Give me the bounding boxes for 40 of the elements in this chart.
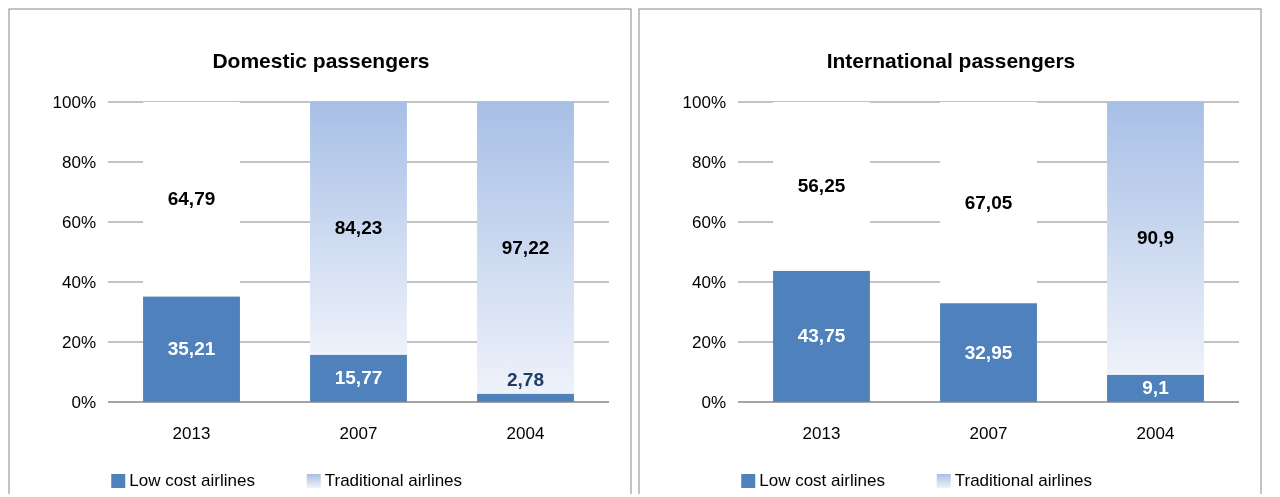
data-label: 15,77 <box>334 367 383 389</box>
x-tick-label: 2007 <box>969 424 1008 443</box>
data-label: 84,23 <box>334 217 383 239</box>
data-label: 35,21 <box>167 338 216 360</box>
y-tick-label: 20% <box>61 333 96 352</box>
data-label: 56,25 <box>797 175 846 197</box>
chart-title: Domestic passengers <box>212 49 430 72</box>
y-tick-label: 20% <box>691 333 726 352</box>
bar <box>477 102 574 394</box>
chart-title: International passengers <box>826 49 1076 72</box>
y-tick-label: 0% <box>701 393 726 412</box>
data-label: 43,75 <box>797 325 846 347</box>
y-tick-label: 40% <box>691 273 726 292</box>
legend-label: Traditional airlines <box>324 471 463 490</box>
y-tick-label: 60% <box>61 213 96 232</box>
legend-label: Traditional airlines <box>954 471 1093 490</box>
data-label: 97,22 <box>501 236 550 258</box>
y-tick-label: 80% <box>691 153 726 172</box>
x-tick-label: 2007 <box>339 424 378 443</box>
data-label: 9,1 <box>1142 377 1170 399</box>
legend-label: Low cost airlines <box>759 471 885 490</box>
bar <box>310 354 407 402</box>
x-tick-label: 2013 <box>172 424 211 443</box>
legend-label: Low cost airlines <box>129 471 255 490</box>
data-label: 32,95 <box>964 341 1013 363</box>
data-label: 90,9 <box>1137 227 1174 249</box>
data-label: 2,78 <box>507 368 544 390</box>
x-tick-label: 2013 <box>802 424 841 443</box>
data-label: 64,79 <box>167 188 216 210</box>
bar <box>1107 102 1204 375</box>
y-tick-label: 100% <box>52 93 96 112</box>
y-tick-label: 0% <box>71 393 96 412</box>
bar <box>310 102 407 355</box>
y-tick-label: 80% <box>61 153 96 172</box>
x-tick-label: 2004 <box>1136 424 1175 443</box>
data-label: 67,05 <box>964 191 1013 213</box>
x-tick-label: 2004 <box>506 424 545 443</box>
y-tick-label: 60% <box>691 213 726 232</box>
y-tick-label: 100% <box>682 93 726 112</box>
y-tick-label: 40% <box>61 273 96 292</box>
